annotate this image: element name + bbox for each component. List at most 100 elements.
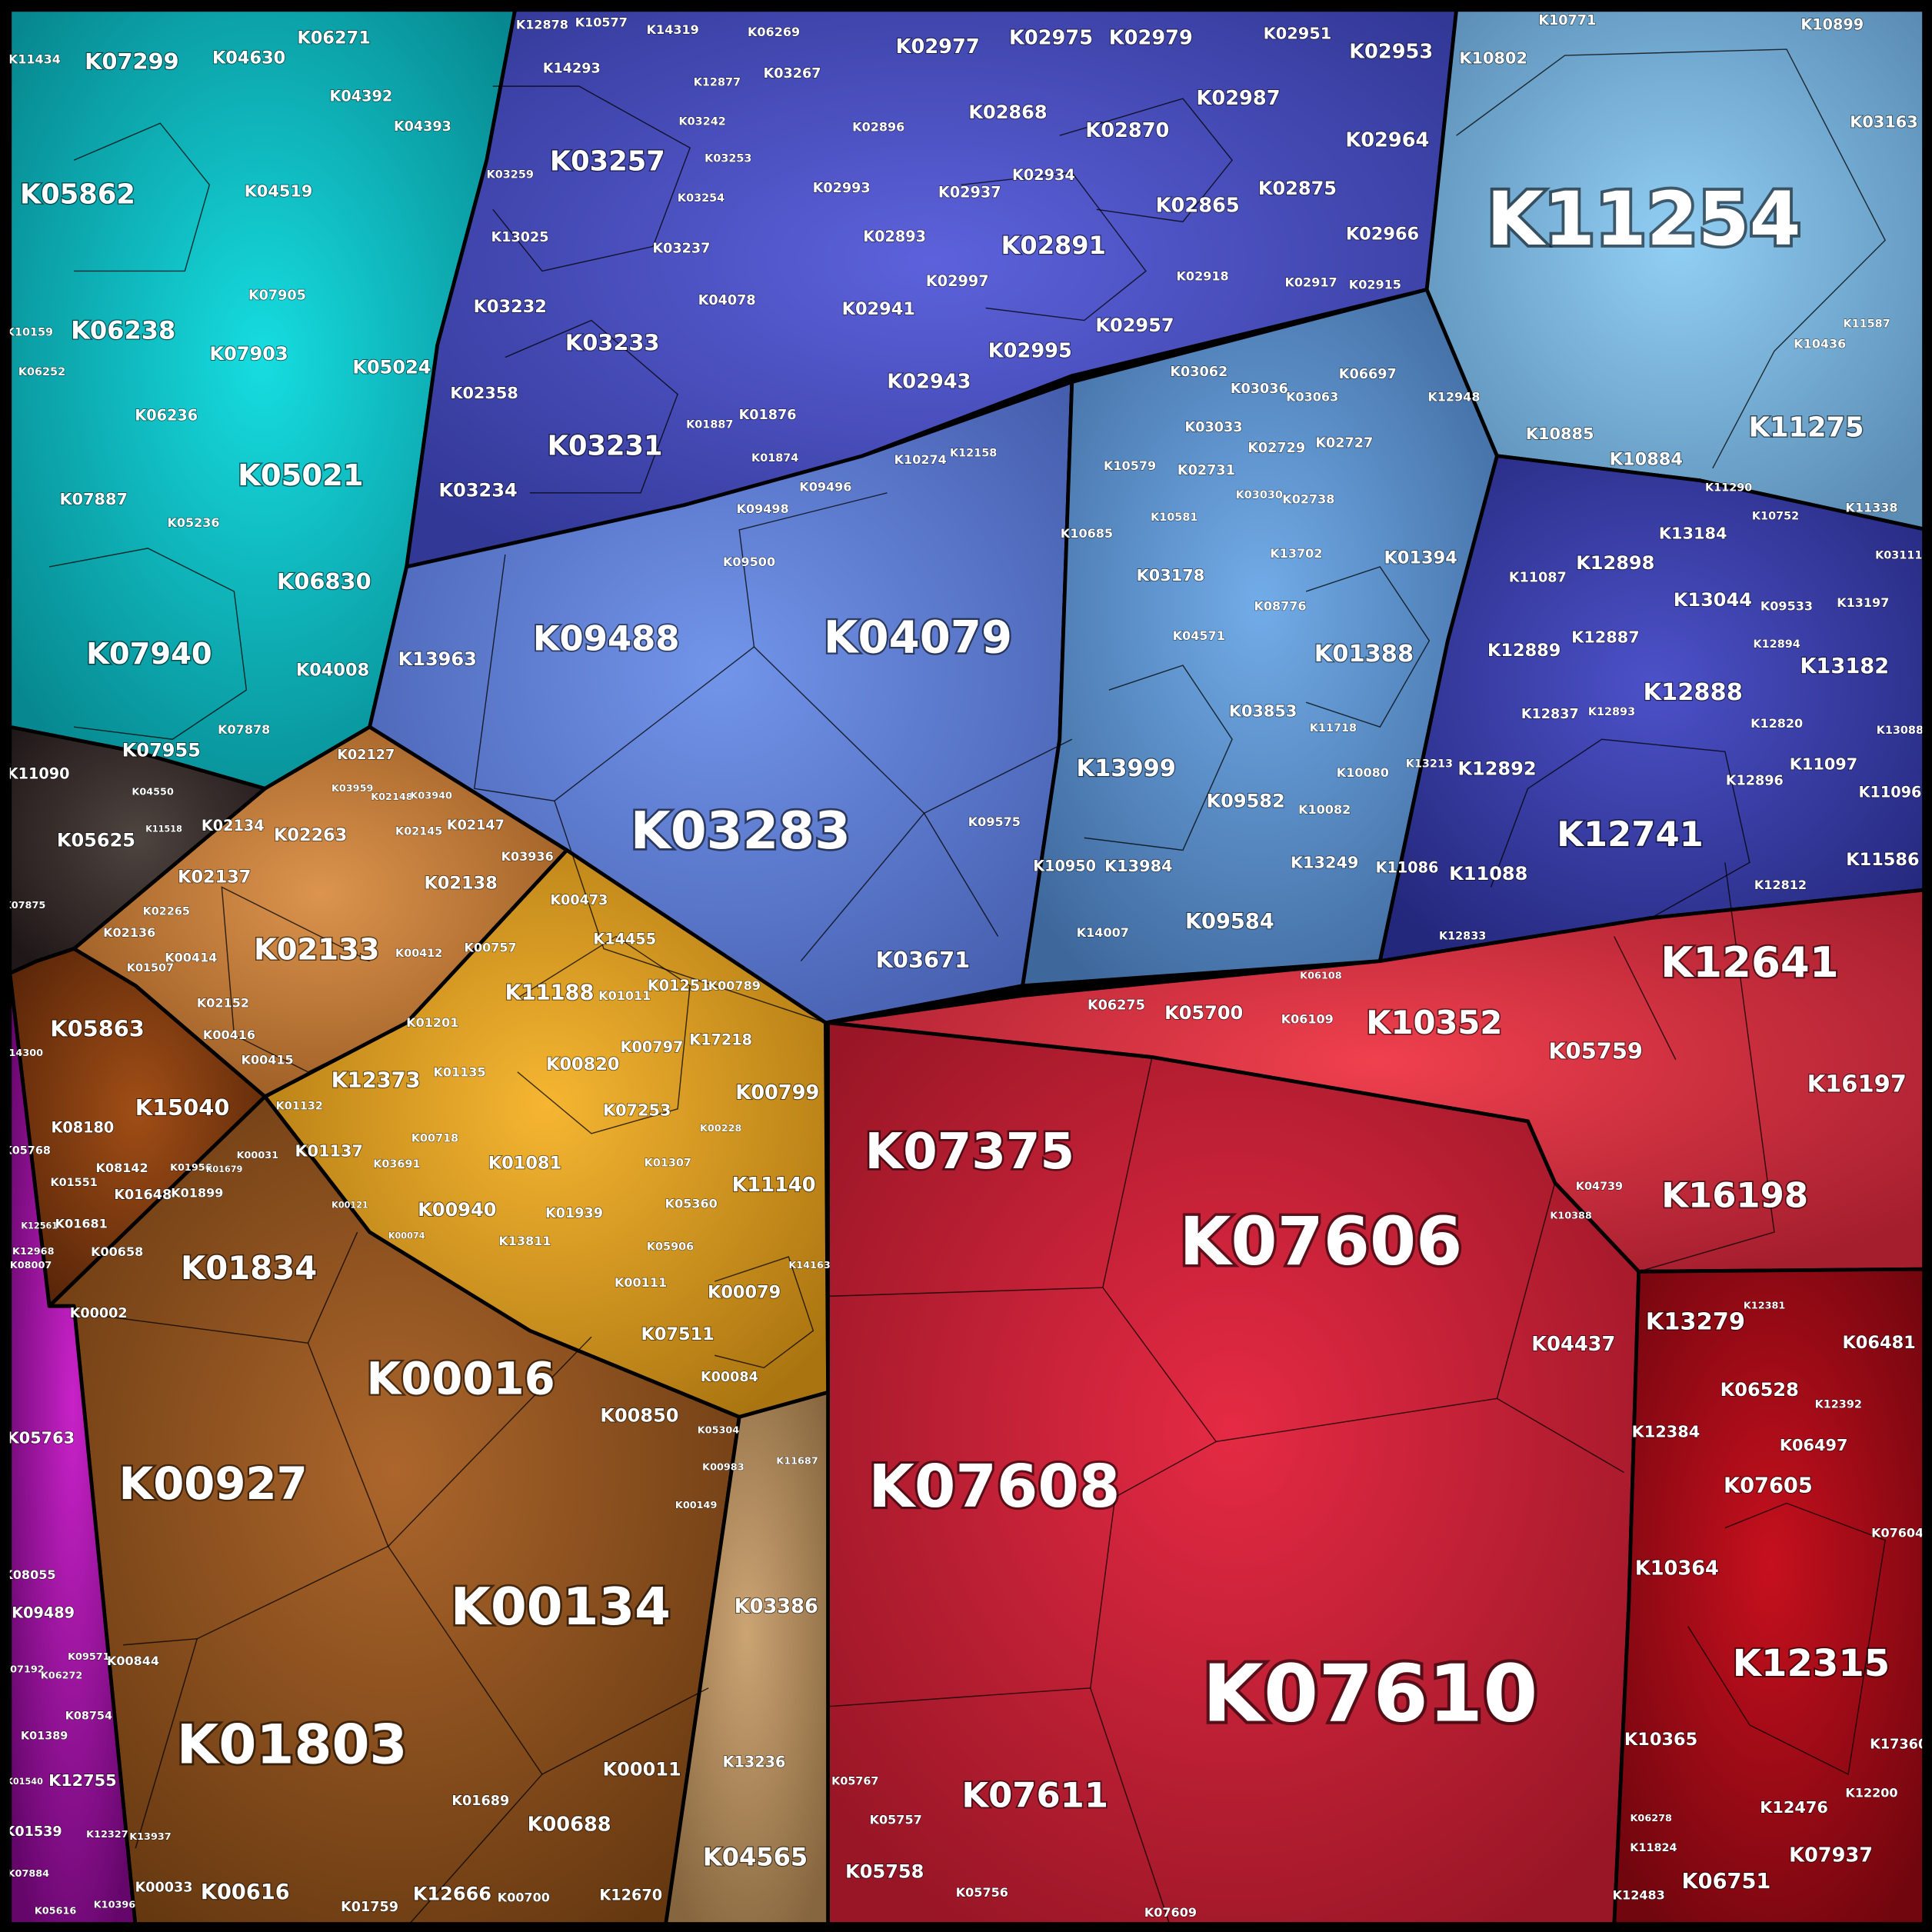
cell-label: K00084 — [701, 1370, 758, 1385]
cell-label: K13025 — [491, 230, 549, 245]
cell-label: K03671 — [876, 947, 971, 973]
label-layer: K11434 K07299 K04630 K06271 K05862 K04519 K043… — [1, 13, 1928, 1920]
cell-label: K14455 — [593, 930, 656, 948]
cell-label: K12561 — [21, 1221, 58, 1231]
cell-label: K11338 — [1845, 501, 1897, 515]
cell-label: K17218 — [689, 1031, 752, 1049]
cell-label: K00473 — [550, 893, 608, 908]
cell-label: K12741 — [1557, 814, 1704, 854]
cell-label: K10388 — [1550, 1211, 1592, 1222]
cell-label: K07253 — [603, 1101, 671, 1119]
cell-edge — [828, 1441, 1217, 1707]
cell-label: K09498 — [737, 501, 789, 516]
cell-label: K03386 — [734, 1595, 818, 1618]
cell-label: K10364 — [1635, 1557, 1719, 1580]
cell-label: K08180 — [51, 1118, 114, 1136]
cell-label: K00789 — [708, 978, 761, 993]
cell-edge — [492, 85, 691, 272]
cell-label: K00850 — [600, 1405, 678, 1427]
cell-label: K02918 — [1177, 268, 1229, 283]
cell-label: K11518 — [145, 824, 182, 834]
cell-label: K01394 — [1384, 548, 1457, 568]
cell-edge — [221, 886, 407, 1073]
cell-label: K12392 — [1815, 1398, 1862, 1411]
cell-label: K02731 — [1178, 463, 1235, 478]
cell-label: K00002 — [70, 1306, 128, 1321]
cell-label: K07192 — [2, 1664, 44, 1675]
cell-label: K11087 — [1509, 570, 1567, 585]
cell-label: K06497 — [1780, 1436, 1848, 1454]
cell-edge — [1527, 738, 1750, 919]
cell-label: K01939 — [545, 1206, 603, 1221]
cell-edge — [1084, 665, 1233, 851]
cell-label: K07940 — [86, 637, 212, 671]
cell-label: K05024 — [352, 356, 431, 378]
cell-label: K01679 — [206, 1164, 243, 1174]
cell-label: K09582 — [1207, 790, 1285, 811]
cell-label: K07605 — [1724, 1474, 1813, 1498]
cell-label: K05700 — [1164, 1002, 1243, 1024]
cell-label: K06109 — [1281, 1011, 1334, 1026]
cell-label: K01137 — [295, 1141, 363, 1160]
cell-edge — [1687, 1502, 1886, 1776]
cell-label: K07878 — [218, 722, 270, 737]
cell-edge — [714, 1256, 814, 1369]
cell-label: K05757 — [870, 1813, 922, 1827]
cell-label: K02993 — [813, 181, 871, 196]
cell-label: K06238 — [71, 315, 175, 345]
cell-label: K02957 — [1095, 315, 1174, 336]
cell-label: K02987 — [1197, 87, 1281, 110]
cell-label: K10899 — [1800, 16, 1864, 34]
cell-label: K03257 — [550, 145, 665, 177]
cell-label: K11290 — [1705, 481, 1752, 494]
cell-label: K01689 — [451, 1794, 509, 1809]
cell-edge-layer — [48, 48, 1887, 1928]
cell-label: K05021 — [238, 458, 364, 493]
cell-label: K00940 — [418, 1199, 496, 1221]
cell-label: K02133 — [254, 933, 380, 968]
cell-label: K04571 — [1173, 628, 1225, 643]
cell-label: K05763 — [7, 1429, 75, 1447]
cell-label: K04519 — [245, 182, 313, 200]
cell-label: K02148 — [371, 791, 413, 803]
cell-label: K03237 — [652, 242, 710, 257]
cell-label: K03033 — [1185, 420, 1243, 435]
cell-label: K14319 — [647, 22, 699, 37]
cell-edge — [924, 738, 1073, 814]
cell-label: K04393 — [394, 119, 451, 135]
cell-label: K02964 — [1345, 129, 1429, 152]
cell-label: K05906 — [647, 1241, 694, 1253]
cell-label: K10352 — [1366, 1004, 1502, 1041]
cell-label: K01956 — [170, 1162, 212, 1174]
cell-label: K03231 — [548, 430, 663, 461]
cell-label: K10885 — [1526, 425, 1594, 443]
cell-label: K13213 — [1406, 758, 1453, 770]
cell-label: K06697 — [1339, 367, 1397, 382]
cell-label: K13999 — [1077, 755, 1176, 782]
cell-label: K02265 — [143, 906, 190, 918]
cell-label: K11090 — [7, 765, 70, 783]
cell-label: K11096 — [1859, 784, 1922, 801]
cell-label: K13937 — [129, 1831, 171, 1843]
cell-label: K09500 — [723, 555, 775, 569]
cell-label: K12889 — [1487, 641, 1561, 661]
cell-label: K07955 — [122, 740, 201, 761]
cell-label: K00844 — [107, 1654, 159, 1668]
cell-label: K00079 — [708, 1283, 781, 1303]
cell-label: K07609 — [1144, 1905, 1197, 1920]
cell-label: K05304 — [698, 1424, 740, 1436]
cell-label: K03936 — [501, 849, 554, 864]
cell-label: K14300 — [2, 1048, 44, 1059]
cell-label: K05758 — [845, 1861, 924, 1883]
cell-label: K02937 — [938, 183, 1001, 201]
cell-label: K00799 — [735, 1081, 819, 1104]
cell-label: K12894 — [1753, 638, 1800, 651]
cell-label: K01081 — [488, 1153, 561, 1173]
cell-label: K03283 — [631, 801, 851, 861]
cell-label: K13184 — [1659, 525, 1727, 543]
cell-label: K09575 — [968, 814, 1021, 829]
cell-label: K05759 — [1548, 1038, 1643, 1064]
cell-label: K00658 — [91, 1244, 143, 1259]
cell-label: K10581 — [1151, 511, 1198, 524]
cell-edge — [1305, 566, 1431, 728]
